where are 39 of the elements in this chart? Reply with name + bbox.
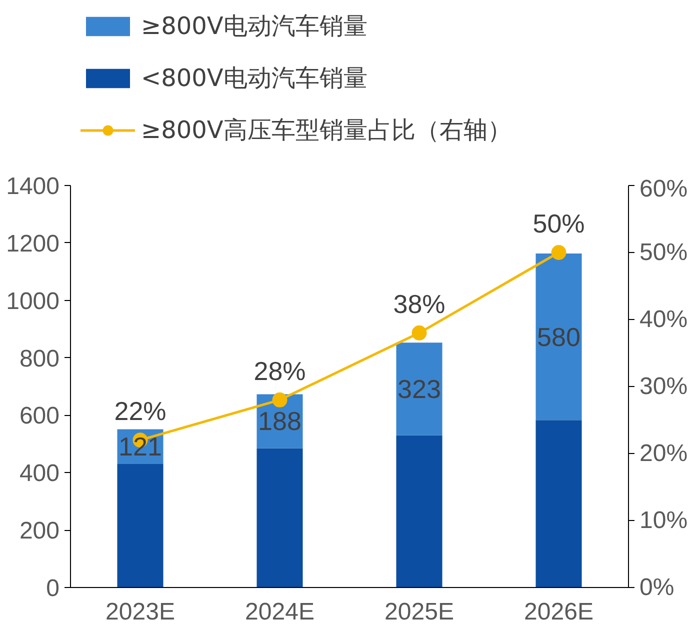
y2-tick-label: 40% [640, 306, 688, 333]
y-tick-label: 800 [19, 345, 60, 372]
data-label: 580 [537, 322, 580, 352]
bar [256, 448, 303, 588]
y-tick-label: 1400 [6, 173, 60, 200]
bar [396, 342, 442, 436]
y2-tick-label: 10% [640, 507, 688, 534]
y2-tick-label: 50% [640, 239, 688, 266]
bar [396, 435, 442, 588]
point [412, 325, 427, 340]
x-tick-label: 2025E [384, 598, 454, 626]
data-label: 22% [114, 396, 166, 426]
legend-label: ≥800V电动汽车销量 [141, 11, 368, 42]
legend-label: ≥800V高压车型销量占比（右轴） [141, 115, 512, 146]
bar [536, 254, 582, 420]
data-label: 38% [393, 288, 446, 319]
data-label: 121 [118, 432, 162, 462]
legend-label: <800V电动汽车销量 [141, 63, 368, 94]
data-label: 28% [254, 356, 306, 386]
point [551, 245, 566, 260]
x-tick-label: 2023E [106, 598, 175, 626]
y2-tick-label: 0% [640, 574, 674, 601]
y2-tick-label: 60% [640, 176, 688, 202]
data-label: 323 [398, 374, 441, 404]
x-tick-label: 2026E [524, 598, 594, 626]
y-tick-label: 0 [46, 575, 60, 602]
x-tick-label: 2024E [245, 598, 314, 626]
point [272, 392, 288, 408]
y2-tick-label: 30% [640, 373, 688, 400]
bar [536, 420, 582, 588]
y2-tick-label: 20% [640, 440, 688, 467]
y-tick-label: 600 [19, 402, 60, 430]
y-tick-label: 1200 [6, 230, 60, 258]
y-tick-label: 1000 [6, 288, 60, 315]
y-tick-label: 400 [19, 460, 60, 488]
bar [117, 464, 164, 588]
y-tick-label: 200 [19, 518, 60, 545]
data-label: 50% [532, 208, 585, 238]
data-label: 188 [258, 406, 302, 436]
